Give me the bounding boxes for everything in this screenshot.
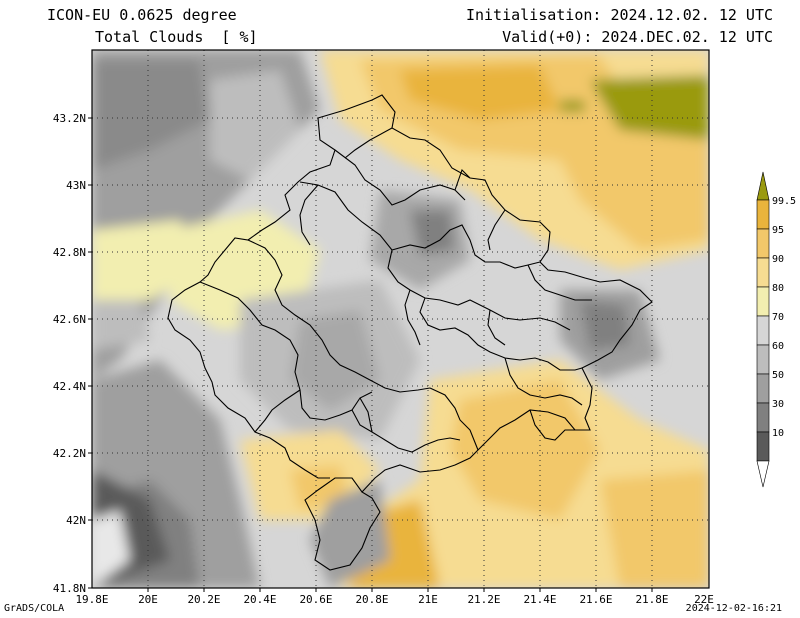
lon-label: 21.8E bbox=[635, 593, 668, 606]
colorbar-bottom-arrow bbox=[756, 460, 770, 488]
lat-label: 42.8N bbox=[53, 246, 86, 259]
lat-label: 43N bbox=[66, 179, 86, 192]
lon-label: 21.6E bbox=[579, 593, 612, 606]
lat-label: 42N bbox=[66, 514, 86, 527]
lon-label: 21.2E bbox=[467, 593, 500, 606]
lon-label: 20.2E bbox=[187, 593, 220, 606]
model-title: ICON-EU 0.0625 degree bbox=[47, 6, 237, 24]
lon-label: 22E bbox=[694, 593, 714, 606]
lon-label: 21E bbox=[418, 593, 438, 606]
render-timestamp: 2024-12-02-16:21 bbox=[685, 603, 782, 614]
lat-label: 42.4N bbox=[53, 380, 86, 393]
colorbar-label: 95 bbox=[772, 225, 784, 236]
colorbar-swatch bbox=[756, 199, 770, 230]
field-title: Total Clouds [ %] bbox=[95, 28, 258, 46]
lon-label: 20.8E bbox=[355, 593, 388, 606]
administrative-borders bbox=[167, 94, 653, 571]
colorbar-swatch bbox=[756, 286, 770, 317]
colorbar-label: 50 bbox=[772, 370, 784, 381]
grads-credit: GrADS/COLA bbox=[4, 603, 65, 614]
colorbar-swatch bbox=[756, 228, 770, 259]
colorbar-label: 30 bbox=[772, 399, 784, 410]
colorbar: 99.5 95 90 80 70 60 50 30 10 bbox=[756, 171, 796, 488]
colorbar-label: 90 bbox=[772, 254, 784, 265]
colorbar-swatch bbox=[756, 431, 770, 462]
colorbar-label: 99.5 bbox=[772, 196, 796, 207]
colorbar-label: 10 bbox=[772, 428, 784, 439]
lon-label: 21.4E bbox=[523, 593, 556, 606]
lon-label: 20E bbox=[138, 593, 158, 606]
longitude-axis: 19.8E 20E 20.2E 20.4E 20.6E 20.8E 21E 21… bbox=[75, 588, 714, 606]
colorbar-swatch bbox=[756, 373, 770, 404]
lat-label: 41.8N bbox=[53, 582, 86, 595]
lon-label: 20.6E bbox=[299, 593, 332, 606]
colorbar-swatch bbox=[756, 402, 770, 433]
latitude-axis: 43.2N 43N 42.8N 42.6N 42.4N 42.2N 42N 41… bbox=[53, 112, 92, 595]
cloud-field bbox=[92, 50, 709, 588]
lat-label: 42.6N bbox=[53, 313, 86, 326]
lon-label: 20.4E bbox=[243, 593, 276, 606]
lon-label: 19.8E bbox=[75, 593, 108, 606]
colorbar-label: 70 bbox=[772, 312, 784, 323]
colorbar-top-arrow bbox=[756, 171, 770, 201]
colorbar-swatch bbox=[756, 315, 770, 346]
lat-label: 42.2N bbox=[53, 447, 86, 460]
lat-label: 43.2N bbox=[53, 112, 86, 125]
initialisation-time: Initialisation: 2024.12.02. 12 UTC bbox=[465, 6, 773, 24]
colorbar-label: 60 bbox=[772, 341, 784, 352]
colorbar-swatch bbox=[756, 257, 770, 288]
colorbar-label: 80 bbox=[772, 283, 784, 294]
valid-time: Valid(+0): 2024.DEC.02. 12 UTC bbox=[502, 28, 773, 46]
colorbar-swatch bbox=[756, 344, 770, 375]
